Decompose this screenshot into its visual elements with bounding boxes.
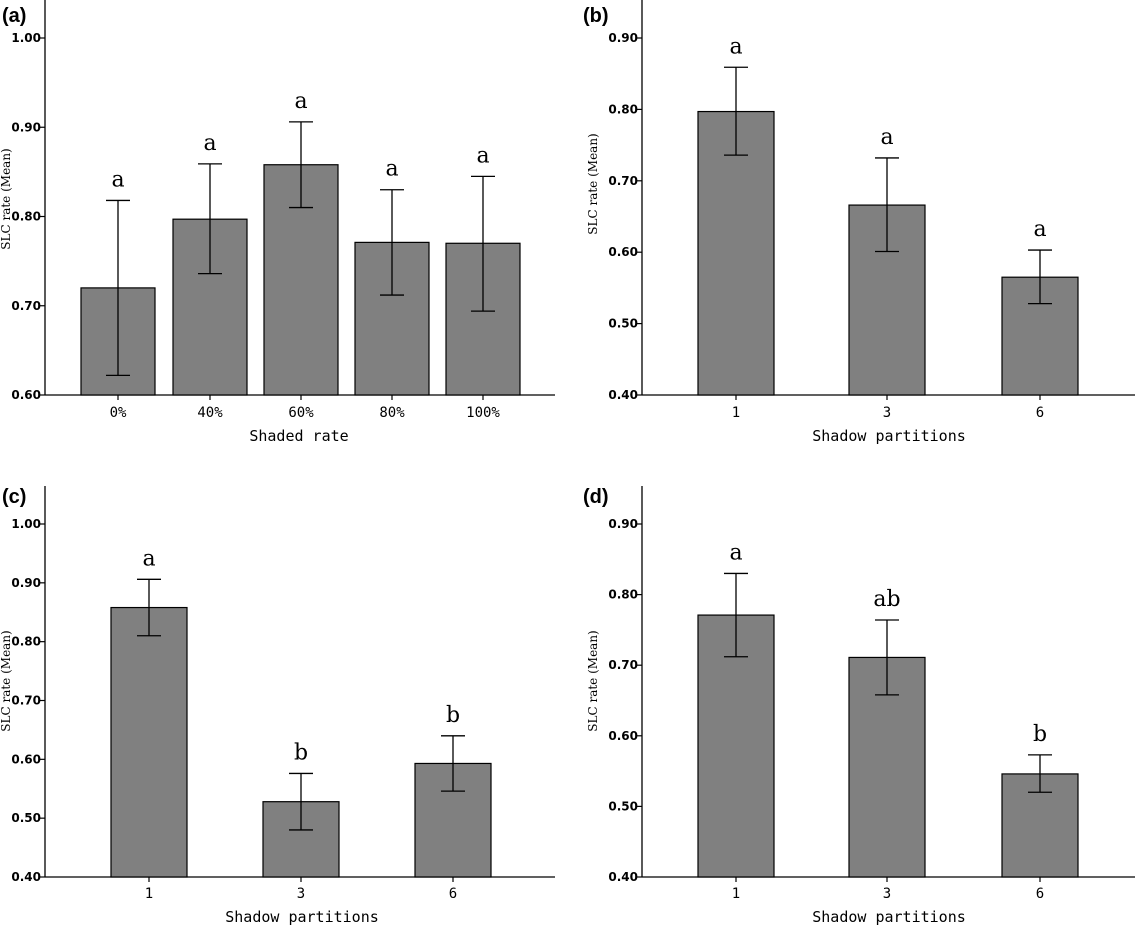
y-tick-label: 0.60 (608, 245, 638, 259)
significance-letter: a (142, 546, 155, 571)
error-bar (198, 163, 222, 275)
y-tick-label: 0.40 (608, 388, 638, 402)
significance-letter: b (446, 703, 460, 728)
significance-letter: a (111, 167, 124, 192)
y-tick-label: 0.90 (608, 31, 638, 45)
significance-letter: b (294, 740, 308, 765)
error-bar (875, 157, 899, 253)
y-tick-label: 0.60 (608, 729, 638, 743)
y-tick-label: 0.70 (11, 299, 41, 313)
significance-letter: a (729, 34, 742, 59)
y-tick-label: 0.80 (11, 210, 41, 224)
y-tick-label: 0.50 (608, 799, 638, 813)
significance-letter: a (1033, 217, 1046, 242)
x-axis-title: Shaded rate (249, 427, 348, 445)
x-tick-label: 3 (297, 886, 305, 902)
y-tick-label: 0.60 (11, 752, 41, 766)
bar (697, 110, 775, 396)
error-bar (1028, 249, 1052, 305)
y-tick-label: 0.70 (608, 174, 638, 188)
x-tick-label: 80% (379, 405, 405, 421)
y-tick-label: 0.90 (11, 576, 41, 590)
error-bar (106, 199, 130, 377)
x-axis-title: Shadow partitions (812, 908, 966, 926)
x-tick-label: 3 (883, 886, 891, 902)
y-tick-label: 0.90 (608, 517, 638, 531)
y-tick-label: 0.80 (608, 102, 638, 116)
x-tick-label: 100% (466, 405, 500, 421)
significance-letter: b (1033, 722, 1047, 747)
y-tick-label: 1.00 (11, 31, 41, 45)
y-tick-label: 0.70 (11, 694, 41, 708)
y-tick-label: 0.80 (608, 588, 638, 602)
x-tick-label: 40% (197, 405, 223, 421)
error-bar (380, 189, 404, 296)
x-tick-label: 3 (883, 405, 891, 421)
y-tick-label: 0.50 (11, 811, 41, 825)
error-bar (724, 66, 748, 156)
x-axis-title: Shadow partitions (225, 908, 379, 926)
significance-letter: a (729, 540, 742, 565)
error-bar (289, 121, 313, 209)
x-axis-title: Shadow partitions (812, 427, 966, 445)
y-tick-label: 0.40 (608, 870, 638, 884)
x-tick-label: 60% (288, 405, 314, 421)
x-tick-label: 6 (1036, 405, 1044, 421)
error-bar (471, 175, 495, 312)
y-axis-title: SLC rate (Mean) (586, 630, 600, 731)
x-tick-label: 1 (732, 405, 740, 421)
bar (110, 606, 188, 878)
y-tick-label: 1.00 (11, 517, 41, 531)
panel-label: (c) (2, 486, 26, 508)
significance-letter: a (476, 143, 489, 168)
y-axis-title: SLC rate (Mean) (0, 148, 13, 249)
significance-letter: a (880, 125, 893, 150)
panel-label: (b) (583, 5, 609, 27)
x-tick-label: 1 (145, 886, 153, 902)
significance-letter: a (294, 89, 307, 114)
y-tick-label: 0.90 (11, 120, 41, 134)
error-bar (441, 735, 465, 792)
error-bar (137, 578, 161, 637)
y-tick-label: 0.80 (11, 635, 41, 649)
chart-panel: (c) 0.40 0.50 0.60 0.70 0.80 0.90 1.00 SLC rate … (0, 486, 555, 926)
x-tick-label: 6 (449, 886, 457, 902)
y-tick-label: 0.70 (608, 658, 638, 672)
y-tick-label: 0.60 (11, 388, 41, 402)
chart-panel: (a) 0.60 0.70 0.80 0.90 1.00 SLC rate (Mean) a 0… (0, 0, 555, 445)
y-tick-label: 0.40 (11, 870, 41, 884)
chart-panel: (b) 0.40 0.50 0.60 0.70 0.80 0.90 SLC rate (Mea… (583, 0, 1135, 445)
x-tick-label: 0% (110, 405, 127, 421)
panel-label: (a) (2, 5, 26, 27)
panel-label: (d) (583, 486, 609, 508)
significance-letter: a (385, 157, 398, 182)
y-axis-title: SLC rate (Mean) (586, 133, 600, 234)
error-bar (875, 619, 899, 696)
error-bar (289, 772, 313, 831)
significance-letter: ab (873, 587, 900, 612)
error-bar (724, 572, 748, 658)
y-tick-label: 0.50 (608, 317, 638, 331)
chart-panel: (d) 0.40 0.50 0.60 0.70 0.80 0.90 SLC rate (Mea… (583, 486, 1135, 926)
error-bar (1028, 754, 1052, 793)
x-tick-label: 1 (732, 886, 740, 902)
y-axis-title: SLC rate (Mean) (0, 630, 13, 731)
x-tick-label: 6 (1036, 886, 1044, 902)
significance-letter: a (203, 131, 216, 156)
